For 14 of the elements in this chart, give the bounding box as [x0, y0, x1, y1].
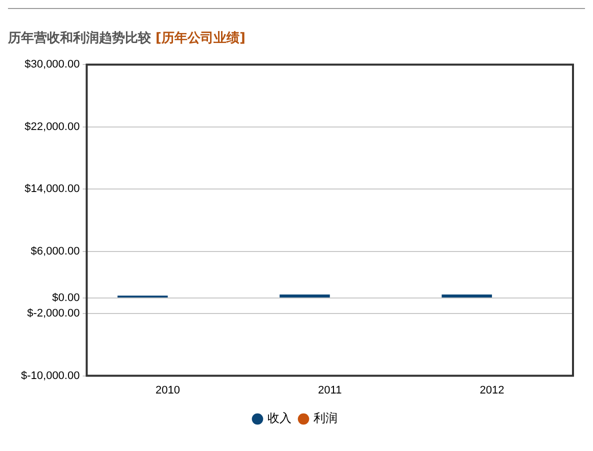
- chart-subtitle: [历年公司业绩]: [156, 31, 246, 46]
- chart-title: 历年营收和利润趋势比较: [8, 31, 151, 46]
- legend-label: 利润: [314, 411, 338, 426]
- y-tick-label: $14,000.00: [24, 183, 80, 196]
- y-tick-label: $22,000.00: [24, 120, 80, 133]
- y-tick-label: $-10,000.00: [21, 370, 80, 382]
- x-tick-label: 2010: [156, 384, 180, 396]
- legend-label: 收入: [268, 411, 292, 426]
- y-tick-label: $30,000.00: [24, 58, 80, 71]
- x-tick-label: 2012: [480, 384, 504, 396]
- x-tick-label: 2011: [318, 384, 342, 396]
- y-tick-label: $6,000.00: [30, 245, 80, 258]
- y-tick-label: $-2,000.00: [27, 308, 80, 320]
- y-tick-label: $0.00: [52, 292, 80, 304]
